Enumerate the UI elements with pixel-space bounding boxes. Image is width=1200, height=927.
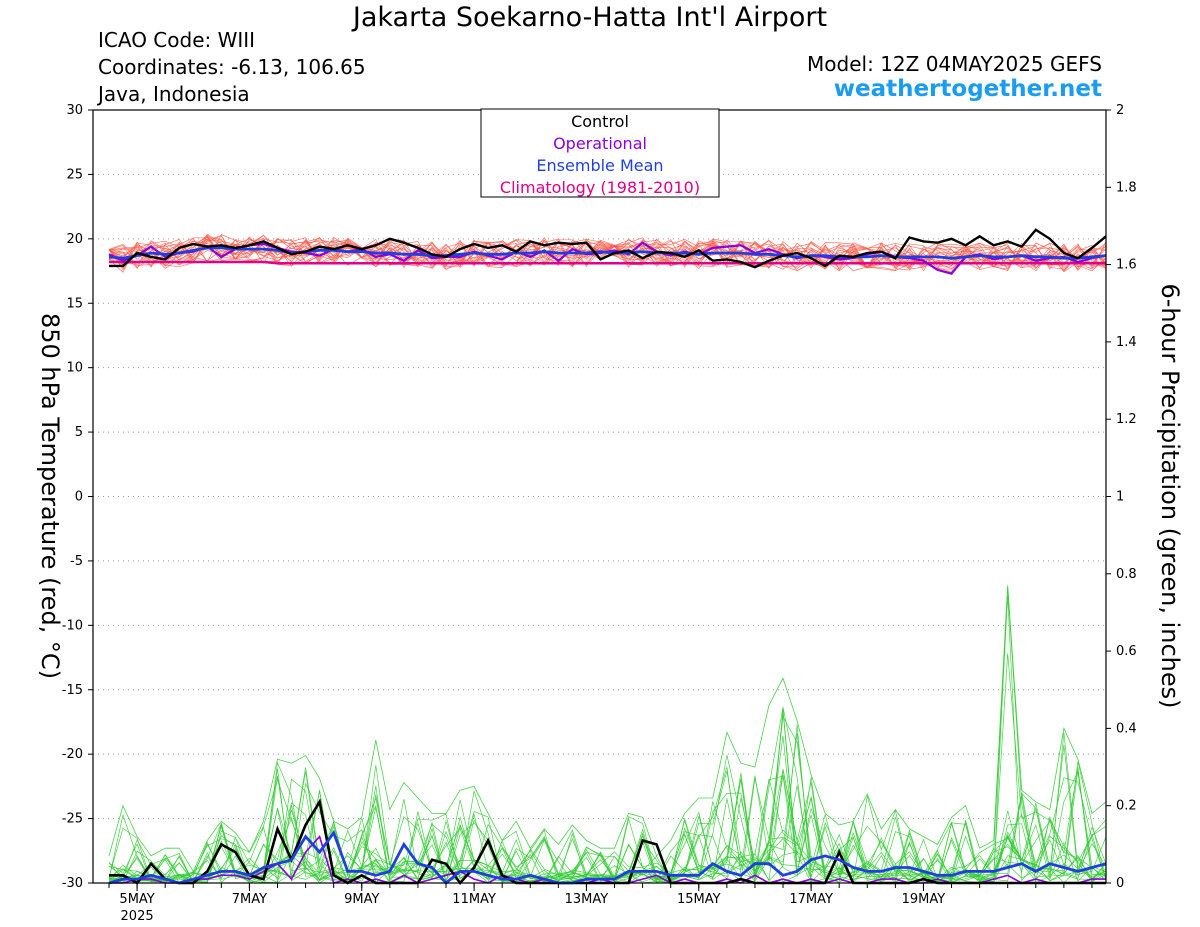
chart-title: Jakarta Soekarno-Hatta Int'l Airport xyxy=(352,2,828,33)
main-series xyxy=(108,228,1107,886)
temp-climatology-line xyxy=(109,260,1106,265)
right-tick-label: 1.6 xyxy=(1116,258,1137,273)
right-tick-label: 1.4 xyxy=(1116,335,1137,350)
left-tick-label: -15 xyxy=(62,683,83,698)
plot-frame xyxy=(92,109,1107,884)
left-tick-label: 0 xyxy=(75,490,83,505)
right-tick-label: 0 xyxy=(1116,876,1124,891)
legend-box xyxy=(480,108,720,198)
left-tick-label: 5 xyxy=(75,425,83,440)
right-tick-label: 0.4 xyxy=(1116,721,1137,736)
x-tick-label: 15MAY xyxy=(677,892,721,907)
left-tick-label: 30 xyxy=(66,103,83,118)
right-tick-label: 0.6 xyxy=(1116,644,1137,659)
left-tick-label: 25 xyxy=(66,167,83,182)
precip-member-line xyxy=(108,732,1107,884)
region: Java, Indonesia xyxy=(98,82,250,106)
left-tick-label: 15 xyxy=(66,296,83,311)
x-tick-label: 9MAY xyxy=(344,892,379,907)
precip-member-line xyxy=(108,754,1107,884)
precip-member-lines xyxy=(108,585,1107,884)
coordinates: Coordinates: -6.13, 106.65 xyxy=(98,55,366,79)
left-tick-label: -10 xyxy=(62,618,83,633)
legend: Control Operational Ensemble Mean Climatolo… xyxy=(480,108,720,198)
temp-member-line xyxy=(108,237,1107,272)
x-axis: 5MAY 2025 7MAY 9MAY 11MAY 13MAY 15MAY 17MAY 19MA… xyxy=(108,883,1093,924)
x-tick-label: 17MAY xyxy=(789,892,833,907)
x-tick-year: 2025 xyxy=(121,909,154,924)
right-tick-label: 1 xyxy=(1116,490,1124,505)
y-axis-title-right: 6-hour Precipitation (green, inches) xyxy=(1156,283,1184,708)
temp-ensemble-mean-line xyxy=(108,246,1107,260)
x-tick-label: 5MAY xyxy=(119,892,154,907)
right-tick-label: 1.2 xyxy=(1116,412,1137,427)
icao-code: ICAO Code: WIII xyxy=(98,28,256,52)
right-axis: 2 1.8 1.6 1.4 1.2 1 0.8 0.6 0.4 0.2 0 xyxy=(1106,103,1137,891)
legend-entry: Operational xyxy=(553,134,647,153)
site-link[interactable]: weathertogether.net xyxy=(833,76,1102,102)
y-axis-title-left: 850 hPa Temperature (red, °C) xyxy=(36,313,64,679)
temp-member-line xyxy=(108,238,1107,272)
right-tick-label: 1.8 xyxy=(1116,180,1137,195)
left-tick-label: -20 xyxy=(62,747,83,762)
left-axis: 30 25 20 15 10 5 0 -5 -10 -15 -20 -25 -30 xyxy=(62,103,93,891)
left-tick-label: 10 xyxy=(66,361,83,376)
right-tick-label: 0.2 xyxy=(1116,799,1137,814)
x-tick-label: 11MAY xyxy=(452,892,496,907)
x-tick-label: 7MAY xyxy=(232,892,267,907)
left-tick-label: -25 xyxy=(62,812,83,827)
precip-member-line xyxy=(108,766,1107,883)
left-tick-label: -5 xyxy=(70,554,83,569)
precip-member-max-line xyxy=(108,585,1107,873)
grid xyxy=(93,109,1106,884)
precip-member-line xyxy=(108,770,1107,883)
legend-entry: Control xyxy=(571,112,629,131)
left-tick-label: -30 xyxy=(62,876,83,891)
right-tick-label: 2 xyxy=(1116,103,1124,118)
x-tick-label: 13MAY xyxy=(565,892,609,907)
temp-control-line xyxy=(109,228,1107,269)
model-run: Model: 12Z 04MAY2025 GEFS xyxy=(807,52,1102,76)
right-tick-label: 0.8 xyxy=(1116,567,1137,582)
x-tick-label: 19MAY xyxy=(902,892,946,907)
left-tick-label: 20 xyxy=(66,232,83,247)
legend-entry: Ensemble Mean xyxy=(536,156,663,175)
temp-member-line xyxy=(108,237,1107,273)
precip-ensemble-mean-line xyxy=(108,829,1107,885)
legend-entry: Climatology (1981-2010) xyxy=(500,178,700,197)
